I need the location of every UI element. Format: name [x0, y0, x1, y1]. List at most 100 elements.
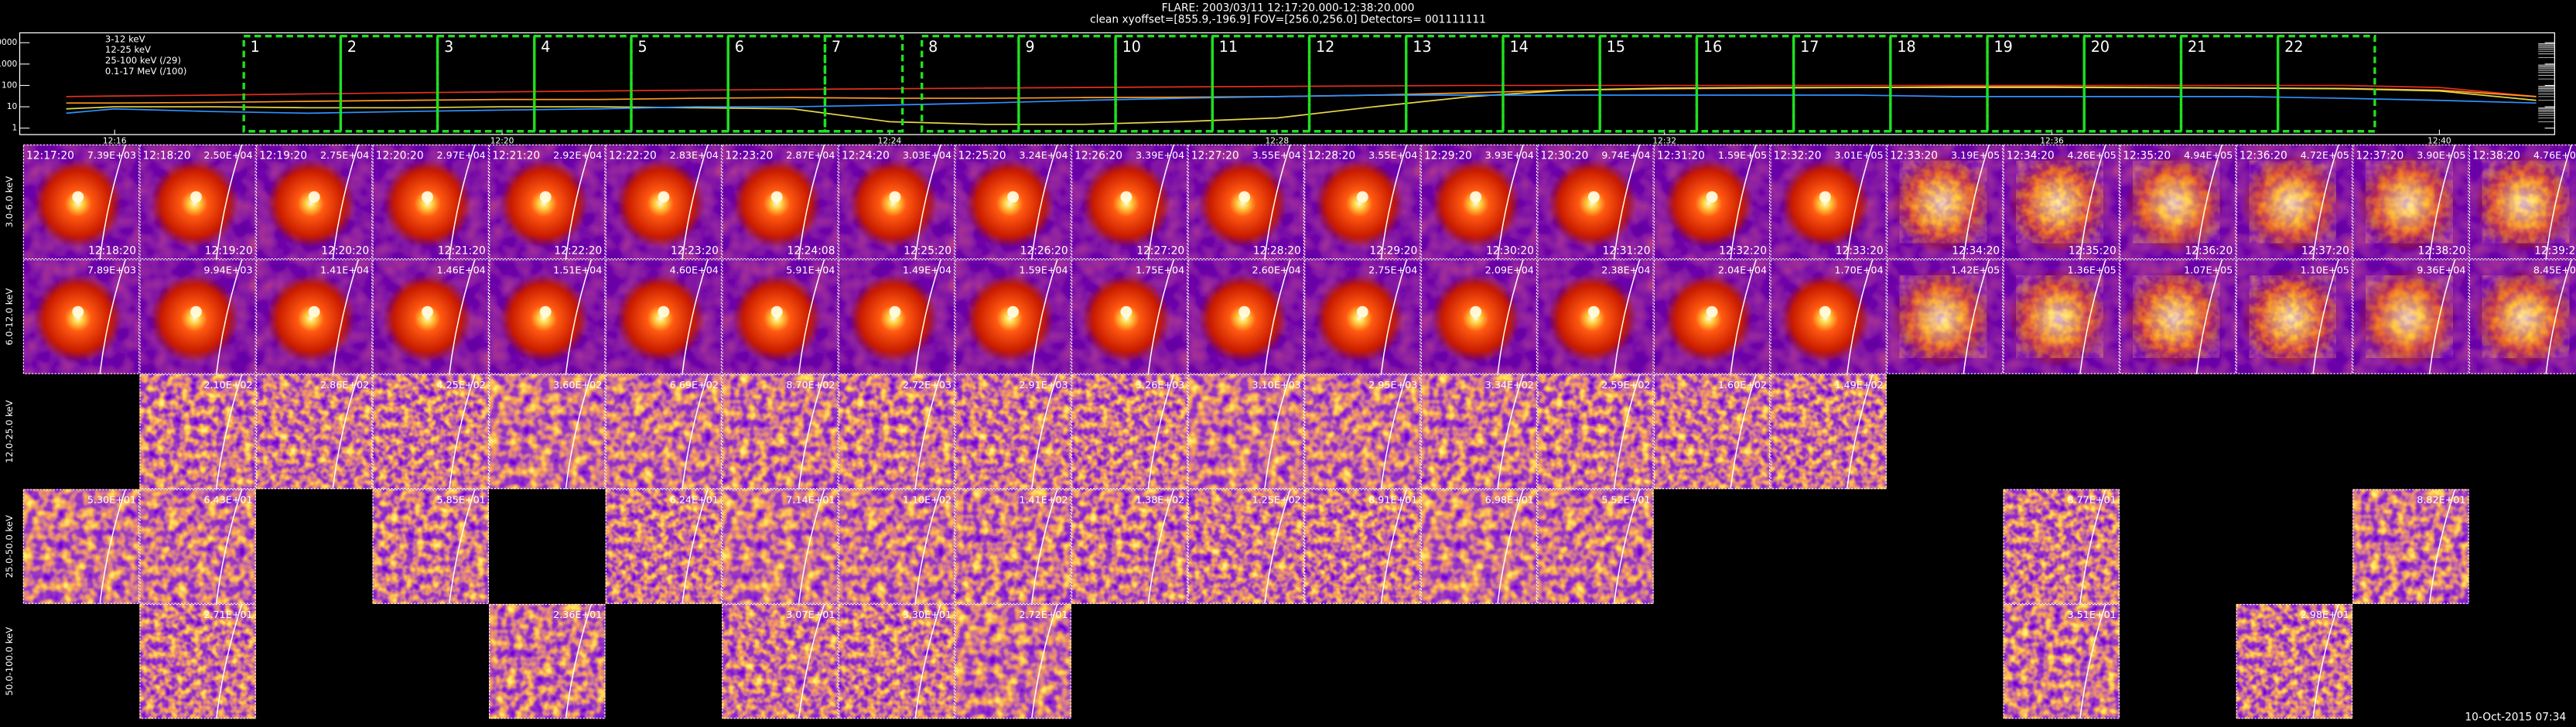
cell-border: [2120, 259, 2236, 374]
image-texture: [2366, 275, 2453, 358]
source-emission: [1781, 159, 1870, 248]
cell-start-time: 12:24:20: [842, 150, 890, 162]
x-tick-label: 12:32: [1652, 135, 1676, 145]
cell-peak: 1.60E+02: [1718, 380, 1767, 391]
image-cell: 12:26:20 3.39E+04 12:27:20: [1071, 144, 1188, 260]
interval-label: 1: [251, 38, 260, 56]
cell-start-time: 12:35:20: [2123, 150, 2171, 162]
cell-border: [2120, 144, 2236, 260]
image-cell: 1.36E+05: [2003, 259, 2120, 374]
solar-limb: [682, 144, 709, 260]
solar-limb: [2428, 259, 2456, 374]
image-cell: 12:35:20 4.94E+05 12:36:20: [2120, 144, 2236, 260]
solar-limb: [1613, 374, 1641, 490]
cell-border: [605, 144, 723, 260]
image-cell: 8.45E+04: [2468, 259, 2576, 374]
cell-end-time: 12:30:20: [1486, 245, 1534, 258]
cell-start-time: 12:33:20: [1890, 150, 1938, 162]
source-emission: [499, 159, 589, 248]
cell-border: [139, 374, 256, 490]
solar-limb: [1030, 603, 1058, 719]
image-cell: 3.34E+02: [1420, 374, 1538, 490]
cell-peak: 3.10E+03: [1252, 380, 1301, 391]
cell-border: [2003, 259, 2120, 374]
image-cell: 12:33:20 3.19E+05 12:34:20: [1886, 144, 2004, 260]
cell-border: [1770, 259, 1887, 374]
cell-peak: 9.94E+03: [203, 265, 252, 277]
cell-border: [2468, 144, 2576, 260]
interval-label: 11: [1219, 38, 1238, 56]
image-cell: 4.25E+02: [372, 374, 490, 490]
cell-peak: 1.07E+05: [2184, 265, 2233, 277]
cell-start-time: 12:36:20: [2239, 150, 2287, 162]
y-tick-label: 10: [7, 101, 18, 111]
solar-limb: [1030, 489, 1058, 604]
cell-peak: 1.36E+05: [2068, 265, 2116, 277]
image-cell: 12:37:20 3.90E+05 12:38:20: [2352, 144, 2469, 260]
cell-border: [372, 144, 490, 260]
cell-border: [1653, 259, 1771, 374]
solar-limb: [99, 489, 126, 604]
image-cell: 2.72E+03: [838, 374, 955, 490]
cell-end-time: 12:39:20: [2534, 245, 2576, 258]
cell-peak: 2.09E+04: [1485, 265, 1534, 277]
source-emission: [965, 159, 1054, 248]
cell-end-time: 12:27:20: [1136, 245, 1184, 258]
source-core: [1007, 191, 1020, 203]
image-cell: 12:28:20 3.55E+04 12:29:20: [1304, 144, 1421, 260]
solar-limb: [1730, 259, 1757, 374]
solar-limb: [2545, 259, 2572, 374]
image-cell: 8.91E+01: [1304, 489, 1421, 604]
cell-peak: 3.55E+04: [1368, 150, 1417, 162]
source-emission: [1547, 159, 1637, 248]
source-core: [1356, 191, 1368, 203]
cell-peak: 1.49E+04: [903, 265, 951, 277]
source-emission: [1198, 274, 1287, 363]
solar-limb: [215, 144, 243, 260]
cell-border: [2468, 259, 2576, 374]
image-cell: 2.60E+04: [1187, 259, 1305, 374]
solar-limb: [565, 603, 593, 719]
solar-limb: [332, 374, 360, 490]
cell-start-time: 12:30:20: [1540, 150, 1588, 162]
source-emission: [150, 159, 239, 248]
source-core: [308, 191, 320, 203]
source-emission: [1314, 159, 1404, 248]
cell-peak: 4.60E+04: [670, 265, 719, 277]
cell-peak: 6.98E+01: [1485, 495, 1534, 507]
image-texture: [1899, 160, 1987, 244]
cell-start-time: 12:31:20: [1657, 150, 1705, 162]
image-cell: 5.91E+04: [722, 259, 839, 374]
cell-peak: 4.94E+05: [2184, 150, 2233, 162]
cell-border: [489, 374, 606, 490]
solar-limb: [1264, 374, 1291, 490]
interval-label: 12: [1316, 38, 1334, 56]
source-core: [770, 191, 783, 203]
y-tick-label: 1: [12, 123, 18, 133]
image-cell: 2.98E+01: [2236, 603, 2353, 719]
solar-limb: [2428, 144, 2456, 260]
cell-peak: 1.59E+05: [1718, 150, 1767, 162]
solar-limb: [1730, 374, 1757, 490]
cell-border: [372, 259, 490, 374]
image-cell: 3.30E+01: [838, 603, 955, 719]
solar-limb: [2195, 144, 2223, 260]
solar-limb: [1846, 374, 1874, 490]
cell-peak: 2.83E+04: [670, 150, 719, 162]
source-emission: [383, 274, 472, 363]
cell-border: [22, 489, 140, 604]
cell-peak: 9.36E+04: [2417, 265, 2465, 277]
solar-limb: [1613, 259, 1641, 374]
solar-limb: [1147, 489, 1175, 604]
image-cell: 1.46E+04: [372, 259, 490, 374]
image-cell: 2.91E+03: [955, 374, 1071, 490]
image-cell: 3.07E+01: [722, 603, 839, 719]
cell-peak: 5.52E+01: [1601, 495, 1650, 507]
solar-limb: [798, 259, 825, 374]
solar-limb: [215, 259, 243, 374]
cell-end-time: 12:34:20: [1952, 245, 2000, 258]
cell-start-time: 12:28:20: [1307, 150, 1355, 162]
image-cell: 1.51E+04: [489, 259, 606, 374]
cell-start-time: 12:38:20: [2472, 150, 2520, 162]
